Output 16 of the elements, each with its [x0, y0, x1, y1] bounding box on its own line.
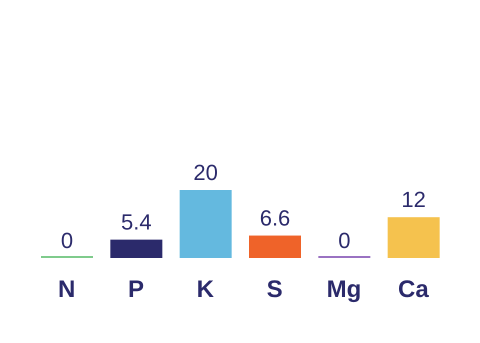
x-tick-label: Mg	[326, 276, 362, 304]
data-label: 6.6	[260, 206, 290, 231]
bar	[180, 190, 232, 258]
bar	[249, 236, 301, 258]
data-label: 20	[193, 160, 218, 185]
data-label: 12	[401, 187, 426, 212]
data-label: 5.4	[121, 210, 152, 235]
data-label: 0	[338, 228, 350, 253]
bar	[110, 240, 162, 258]
x-tick-label: P	[128, 276, 144, 304]
x-tick-label: N	[58, 276, 76, 304]
x-tick-label: K	[196, 276, 215, 304]
x-tick-label: Ca	[398, 276, 430, 304]
bar	[388, 217, 440, 258]
x-tick-label: S	[266, 276, 283, 304]
data-label: 0	[60, 228, 74, 253]
